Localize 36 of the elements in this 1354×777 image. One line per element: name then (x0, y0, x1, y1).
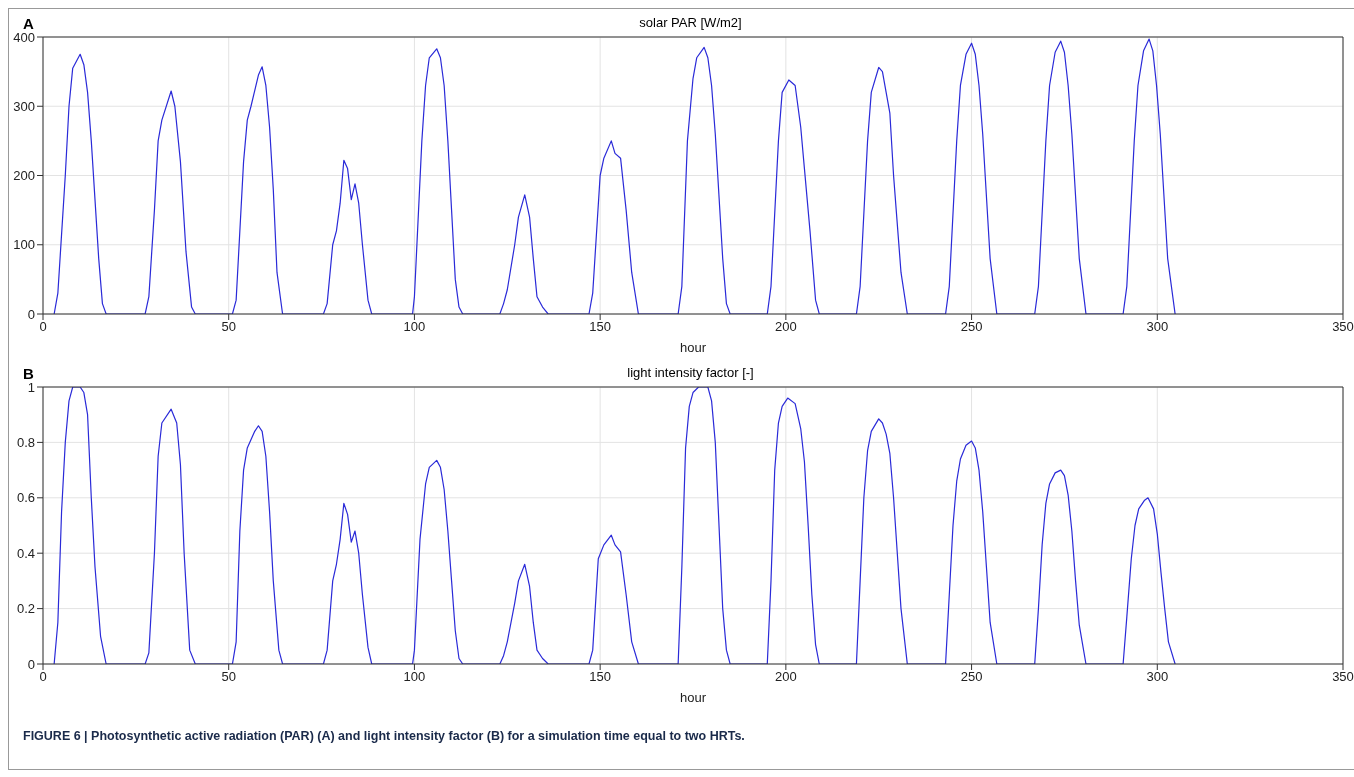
y-tick-label: 0 (27, 656, 35, 672)
x-tick-label: 150 (589, 669, 611, 685)
x-tick-label: 350 (1332, 669, 1354, 685)
caption: FIGURE 6 | Photosynthetic active radiation (PAR) (A) and light intensity factor (B) for a simulation time equal to two HRTs. (23, 729, 745, 743)
x-tick-label: 50 (221, 669, 236, 685)
y-tick-label: 400 (13, 29, 35, 45)
x-tick-label: 0 (39, 319, 47, 335)
x-tick-label: 300 (1146, 669, 1169, 685)
x-tick-label: 350 (1332, 319, 1354, 335)
x-axis-title: hour (679, 340, 707, 355)
line-series (53, 387, 1176, 664)
y-tick-label: 0.8 (16, 435, 35, 451)
x-tick-label: 50 (221, 319, 236, 335)
chart-title: solar PAR [W/m2] (638, 15, 743, 30)
y-tick-label: 0.4 (16, 545, 35, 561)
x-tick-label: 100 (403, 669, 426, 685)
x-tick-label: 200 (775, 669, 797, 685)
y-tick-label: 0.2 (16, 601, 35, 617)
x-tick-label: 250 (960, 669, 983, 685)
y-tick-label: 1 (27, 379, 35, 395)
chart-title: light intensity factor [-] (626, 365, 755, 380)
x-tick-label: 250 (960, 319, 983, 335)
x-tick-label: 200 (775, 319, 797, 335)
x-tick-label: 150 (589, 319, 611, 335)
x-tick-label: 300 (1146, 319, 1169, 335)
text: A (23, 15, 34, 32)
y-tick-label: 200 (13, 168, 35, 184)
text: B (23, 365, 34, 382)
x-tick-label: 100 (403, 319, 426, 335)
x-tick-label: 0 (39, 669, 47, 685)
x-axis-title: hour (679, 690, 707, 705)
y-tick-label: 0 (27, 306, 35, 322)
y-tick-label: 0.6 (16, 490, 35, 506)
line-series (53, 38, 1176, 314)
y-tick-label: 300 (13, 98, 35, 114)
y-tick-label: 100 (13, 237, 35, 253)
